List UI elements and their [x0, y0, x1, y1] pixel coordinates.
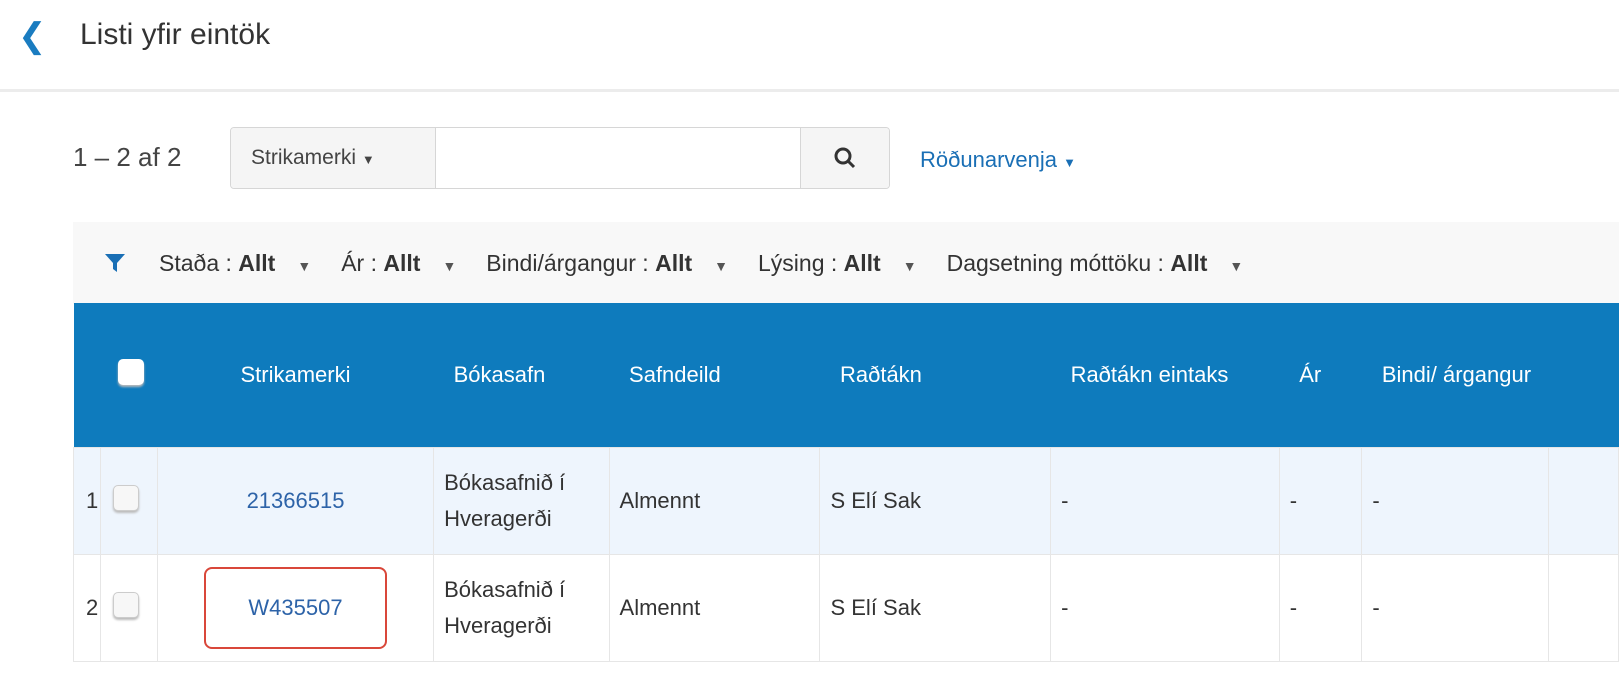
col-call-number[interactable]: Raðtákn: [819, 303, 1051, 447]
search-button[interactable]: [800, 128, 889, 188]
barcode-link[interactable]: 21366515: [246, 487, 345, 513]
highlight-box: W435507: [204, 566, 387, 649]
row-number: 1: [73, 446, 101, 555]
select-all-checkbox[interactable]: [117, 358, 144, 385]
col-volume[interactable]: Bindi/ árgangur: [1361, 303, 1549, 447]
table-row: 2 W435507 Bókasafnið í Hveragerði Almenn…: [73, 553, 1619, 662]
items-table: Strikamerki Bókasafn Safndeild Raðtákn R…: [73, 303, 1619, 662]
search-scope-dropdown[interactable]: Strikamerki ▼: [231, 128, 436, 188]
col-barcode[interactable]: Strikamerki: [157, 303, 434, 447]
volume-cell: -: [1361, 553, 1550, 662]
chevron-left-icon[interactable]: ❮: [18, 17, 47, 55]
col-library[interactable]: Bókasafn: [433, 303, 610, 447]
item-call-number-cell: -: [1050, 446, 1280, 555]
table-header-row: Strikamerki Bókasafn Safndeild Raðtákn R…: [73, 303, 1619, 447]
item-call-number-cell: -: [1050, 553, 1280, 662]
year-cell: -: [1278, 446, 1363, 555]
page-title: Listi yfir eintök: [80, 18, 271, 51]
col-location[interactable]: Safndeild: [609, 303, 820, 447]
volume-cell: -: [1361, 446, 1550, 555]
search-icon: [834, 147, 856, 169]
row-checkbox[interactable]: [112, 591, 139, 618]
row-checkbox[interactable]: [112, 484, 139, 511]
row-number: 2: [73, 553, 101, 662]
call-number-cell: S Elí Sak: [819, 553, 1052, 662]
location-cell: Almennt: [608, 553, 821, 662]
filter-bar: Staða : Allt ▼ Ár : Allt ▼ Bindi/árgangur …: [73, 222, 1619, 304]
col-item-call-number[interactable]: Raðtákn eintaks: [1050, 303, 1280, 447]
search-input[interactable]: [436, 128, 800, 188]
filter-description[interactable]: Lýsing : Allt ▼: [758, 249, 917, 276]
year-cell: -: [1278, 553, 1363, 662]
filter-receiving-date[interactable]: Dagsetning móttöku : Allt ▼: [946, 249, 1244, 276]
search-bar: Strikamerki ▼: [230, 127, 890, 189]
filter-volume[interactable]: Bindi/árgangur : Allt ▼: [486, 249, 728, 276]
table-row: 1 21366515 Bókasafnið í Hveragerði Almen…: [73, 446, 1619, 555]
result-count: 1 – 2 af 2: [73, 142, 182, 172]
filter-status[interactable]: Staða : Allt ▼: [159, 249, 312, 276]
filter-year[interactable]: Ár : Allt ▼: [341, 249, 457, 276]
page-header: ❮ Listi yfir eintök: [0, 0, 1619, 92]
sort-dropdown[interactable]: Röðunarvenja ▼: [920, 147, 1076, 172]
library-cell: Bókasafnið í Hveragerði: [433, 553, 610, 662]
filter-icon: [105, 254, 125, 272]
caret-down-icon: ▼: [1063, 155, 1076, 170]
library-cell: Bókasafnið í Hveragerði: [433, 446, 610, 555]
barcode-link[interactable]: W435507: [248, 594, 343, 620]
location-cell: Almennt: [608, 446, 821, 555]
call-number-cell: S Elí Sak: [819, 446, 1052, 555]
col-year[interactable]: Ár: [1279, 303, 1362, 447]
